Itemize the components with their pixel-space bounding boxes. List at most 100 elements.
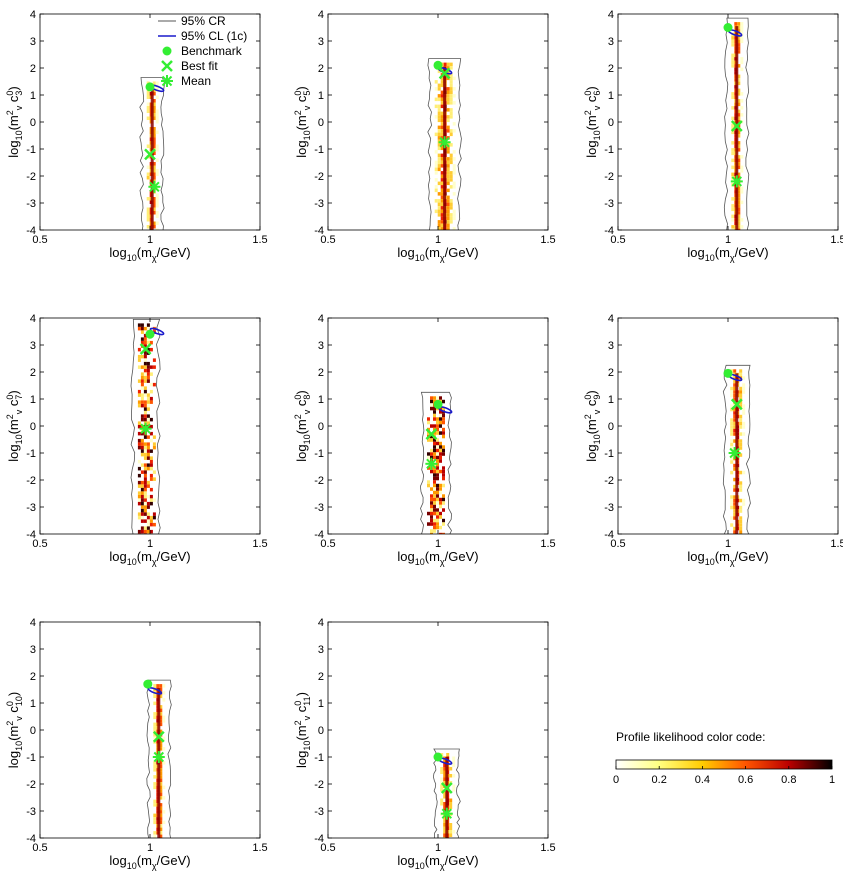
heat-cell [137, 512, 141, 516]
heat-cell [730, 407, 734, 412]
y-tick-label: -1 [26, 448, 36, 460]
heat-cell [137, 498, 141, 502]
heat-cell [430, 403, 433, 407]
heat-cell [439, 483, 442, 488]
heat-cell [149, 498, 153, 502]
heat-cell [440, 777, 444, 781]
heat-cell [440, 174, 444, 179]
heat-cell [140, 323, 144, 327]
heat-cell [146, 414, 150, 418]
heat-cell [446, 157, 450, 161]
heat-cell [140, 326, 144, 331]
y-tick-label: 2 [30, 367, 36, 379]
heat-cell [449, 132, 453, 137]
heat-cell [442, 399, 445, 404]
heat-cell [430, 455, 433, 460]
heat-cell [146, 214, 150, 218]
heat-cell [430, 508, 433, 512]
heat-cell [159, 775, 163, 779]
heat-cell [442, 522, 445, 526]
heat-cell [449, 111, 453, 116]
heat-cell [439, 396, 442, 400]
heat-cell [152, 162, 156, 166]
y-tick-label: 0 [30, 725, 36, 737]
heat-cell [143, 417, 147, 422]
heat-cell [733, 530, 737, 534]
heat-cell [737, 141, 741, 145]
heat-cell [449, 66, 453, 70]
heat-cell [730, 418, 734, 422]
heat-cell [159, 771, 163, 776]
heat-cell [737, 197, 741, 201]
heat-cell [143, 337, 147, 341]
heat-cell [440, 185, 444, 189]
x-tick-label: 1 [435, 538, 441, 550]
legend: 95% CR 95% CL (1c) Benchmark Best fit Me… [158, 14, 247, 88]
heat-cell [140, 487, 144, 492]
y-tick-label: 3 [30, 644, 36, 656]
heat-cell [153, 803, 157, 807]
heat-cell [155, 120, 159, 124]
heat-cell [137, 323, 141, 327]
heat-cell [449, 94, 453, 98]
legend-mean-marker [161, 75, 173, 87]
heat-cell [446, 108, 450, 112]
heat-cell [434, 87, 438, 91]
heat-cell [152, 225, 156, 229]
heat-cell [440, 220, 444, 224]
heat-cell [742, 498, 746, 503]
heat-cell [434, 150, 438, 154]
heat-cell [452, 122, 456, 126]
heat-cell [162, 715, 166, 720]
heat-cell [146, 393, 150, 397]
heat-cell [155, 221, 159, 225]
panel-c3: -4 -3 -2 -1 0 1 2 3 4 0.5 1 1.5 log10(mχ/GeV) log10(m… [5, 9, 268, 263]
heat-cell [452, 94, 456, 98]
heat-cell [440, 76, 444, 81]
heat-cell [739, 523, 743, 527]
colorbar-gradient [615, 759, 833, 770]
colorbar-tick-label: 0.6 [738, 774, 753, 786]
panel-c10: -4 -3 -2 -1 0 1 2 3 4 0.5 1 1.5 log10(mχ/GeV) log10(m… [5, 617, 268, 871]
heat-cell [437, 143, 441, 147]
legend-benchmark-marker [162, 46, 172, 56]
heat-cell [162, 761, 166, 765]
heat-cell [739, 519, 743, 524]
heat-cell [440, 202, 444, 207]
mean-marker-c10 [152, 751, 165, 763]
legend-bestfit-marker [161, 60, 173, 72]
heat-cell [159, 761, 163, 765]
y-tick-label: 0 [30, 421, 36, 433]
heat-cell [152, 204, 156, 208]
heat-cell [733, 509, 737, 513]
heat-cell [137, 480, 141, 485]
heat-cell [737, 162, 741, 166]
heat-cell [149, 431, 153, 436]
heat-cell [452, 192, 456, 196]
heat-cell [737, 78, 741, 82]
heat-cell [137, 484, 141, 488]
heat-cell [446, 202, 450, 207]
heat-cell [140, 508, 144, 513]
heat-cell [152, 113, 156, 117]
heat-cell [452, 763, 456, 767]
x-tick-label: 0.5 [32, 538, 47, 550]
heat-cell [437, 209, 441, 214]
heat-cell [433, 424, 436, 428]
heat-cell [730, 523, 734, 527]
heat-cell [731, 218, 735, 222]
heat-cell [449, 101, 453, 105]
heat-cell [153, 761, 157, 765]
heat-cell [740, 169, 744, 173]
heat-cell [737, 120, 741, 124]
heat-cell [159, 810, 163, 814]
heat-cell [439, 532, 442, 534]
cr-contour-c3 [139, 77, 166, 230]
heat-cell [446, 753, 450, 757]
heat-cell [433, 511, 436, 516]
heat-cell [739, 453, 743, 457]
heat-cell [436, 487, 439, 491]
heat-cell [427, 483, 430, 488]
heat-cell [153, 831, 157, 835]
heat-cell [742, 421, 746, 426]
